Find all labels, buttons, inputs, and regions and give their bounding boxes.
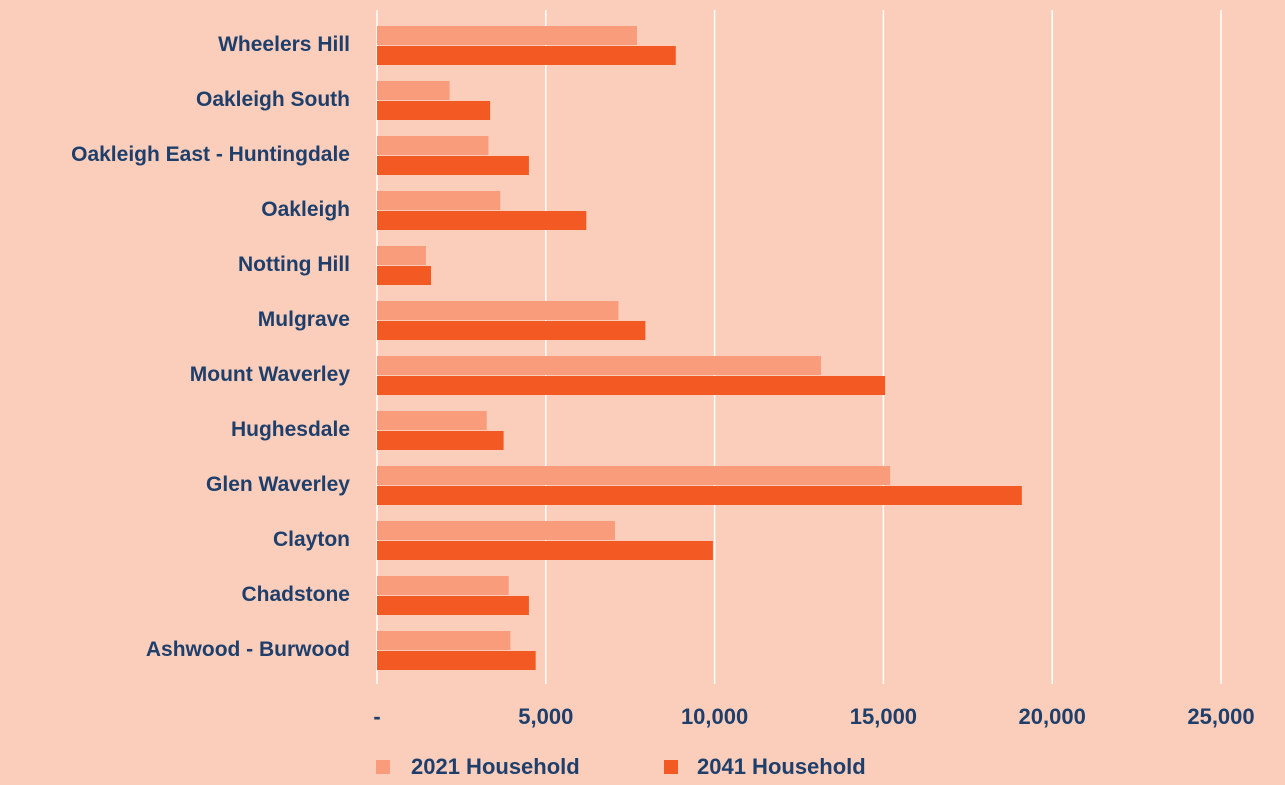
bar-series2 <box>377 156 529 175</box>
x-tick-label: 15,000 <box>850 704 917 729</box>
category-label: Ashwood - Burwood <box>146 638 350 661</box>
category-label: Oakleigh <box>261 198 350 221</box>
bar-series1 <box>377 411 487 430</box>
bar-series1 <box>377 136 489 155</box>
x-tick-label: 25,000 <box>1187 704 1254 729</box>
bar-series2 <box>377 266 432 285</box>
x-tick-label: 10,000 <box>681 704 748 729</box>
category-label: Clayton <box>273 528 350 551</box>
legend-swatch <box>664 760 678 774</box>
bar-series1 <box>377 466 891 485</box>
category-label: Mulgrave <box>258 308 350 331</box>
bar-series2 <box>377 431 504 450</box>
legend-label: 2021 Household <box>411 754 580 779</box>
bar-series1 <box>377 81 450 100</box>
legend-label: 2041 Household <box>697 754 866 779</box>
bar-series2 <box>377 596 529 615</box>
category-label: Wheelers Hill <box>218 33 350 56</box>
bar-series2 <box>377 46 676 65</box>
bar-series1 <box>377 26 637 45</box>
bar-series2 <box>377 651 536 670</box>
category-label: Oakleigh East - Huntingdale <box>71 143 350 166</box>
bar-series1 <box>377 246 426 265</box>
x-tick-label: 5,000 <box>518 704 573 729</box>
x-tick-label: 20,000 <box>1019 704 1086 729</box>
bar-series1 <box>377 356 821 375</box>
bar-series1 <box>377 521 616 540</box>
bar-series1 <box>377 631 511 650</box>
x-tick-label: - <box>373 704 380 729</box>
category-label: Oakleigh South <box>196 88 350 111</box>
category-label: Chadstone <box>241 583 350 606</box>
bar-series2 <box>377 321 646 340</box>
bar-series2 <box>377 541 713 560</box>
bar-series2 <box>377 486 1022 505</box>
category-label: Notting Hill <box>238 253 350 276</box>
bar-series2 <box>377 101 491 120</box>
bar-series1 <box>377 191 501 210</box>
category-label: Glen Waverley <box>206 473 350 496</box>
bar-series1 <box>377 301 619 320</box>
bar-series2 <box>377 211 587 230</box>
category-label: Hughesdale <box>231 418 350 441</box>
bar-series1 <box>377 576 509 595</box>
legend-swatch <box>376 760 390 774</box>
category-label: Mount Waverley <box>190 363 351 386</box>
bar-series2 <box>377 376 886 395</box>
